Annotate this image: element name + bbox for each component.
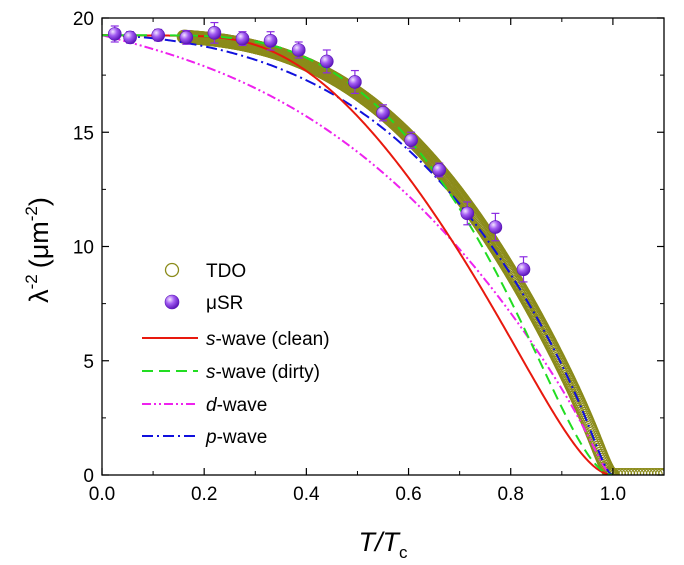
- plot-area: [102, 21, 664, 475]
- musr-point: [432, 163, 447, 177]
- tdo-point: [654, 467, 664, 475]
- legend-marker-musr: [164, 294, 180, 310]
- musr-point: [263, 34, 278, 48]
- musr-point: [376, 106, 390, 120]
- series-musr: [107, 21, 531, 283]
- legend-label-tdo: TDO: [206, 261, 246, 282]
- musr-point: [151, 28, 165, 42]
- x-tick-label: 1.0: [600, 484, 626, 505]
- tdo-point: [639, 467, 654, 475]
- tdo-point: [608, 467, 624, 475]
- legend-label-s-dirty: s-wave (dirty): [206, 362, 320, 383]
- x-tick-label: 0.4: [293, 484, 320, 505]
- musr-point: [235, 31, 250, 46]
- musr-point: [516, 262, 531, 277]
- y-axis-label-unit-sup: -2: [22, 206, 41, 221]
- x-axis-label-main: T/T: [359, 527, 402, 557]
- y-axis-label: λ-2(μm-2): [22, 197, 54, 303]
- musr-point: [460, 206, 475, 221]
- tdo-point: [611, 467, 627, 475]
- y-tick-label: 10: [73, 238, 94, 259]
- tdo-point: [651, 467, 664, 475]
- legend-label-p-wave: p-wave: [205, 427, 267, 448]
- x-tick-label: 0.0: [89, 484, 115, 505]
- plot-clip-group: [102, 21, 664, 475]
- tdo-point: [624, 467, 639, 475]
- x-axis-label-sub: c: [399, 543, 408, 562]
- musr-point: [348, 75, 362, 89]
- musr-point: [207, 26, 222, 40]
- musr-point: [123, 30, 137, 45]
- y-axis-label-main: λ: [24, 289, 54, 303]
- tdo-point: [618, 467, 633, 475]
- legend-label-s-clean: s-wave (clean): [206, 329, 330, 350]
- x-tick-label: 0.6: [395, 484, 421, 505]
- tdo-point: [621, 467, 636, 475]
- y-tick-label: 5: [83, 352, 94, 373]
- y-axis-label-sup: -2: [22, 274, 41, 289]
- musr-point: [179, 30, 194, 45]
- legend-label-d-wave: d-wave: [206, 395, 267, 416]
- tdo-point: [615, 467, 630, 475]
- y-axis-label-close: ): [24, 197, 54, 206]
- musr-point: [404, 133, 418, 148]
- x-axis-label: T/Tc: [359, 527, 409, 562]
- tdo-point: [630, 467, 645, 475]
- y-axis-label-unit: (μm: [24, 221, 54, 268]
- musr-point: [488, 220, 503, 234]
- y-tick-label: 20: [73, 9, 94, 30]
- tdo-point: [642, 467, 657, 475]
- legend: TDO μSR s-wave (clean) s-wave (dirty) d-…: [142, 261, 330, 448]
- x-tick-label: 0.2: [191, 484, 217, 505]
- tdo-point: [636, 467, 651, 475]
- y-tick-label: 0: [83, 466, 94, 487]
- tdo-point: [645, 467, 660, 475]
- tdo-point: [633, 467, 648, 475]
- tdo-point: [627, 467, 642, 475]
- x-tick-label: 0.8: [498, 484, 524, 505]
- legend-marker-tdo: [164, 262, 180, 278]
- legend-label-musr: μSR: [206, 293, 243, 314]
- y-tick-label: 15: [73, 123, 94, 144]
- axis-ticks: 0.0 0.2 0.4 0.6 0.8 1.0 0 5 10 15 20: [73, 9, 664, 505]
- musr-point: [319, 54, 334, 69]
- musr-point: [291, 43, 306, 57]
- musr-point: [107, 27, 122, 41]
- tdo-point: [648, 467, 663, 475]
